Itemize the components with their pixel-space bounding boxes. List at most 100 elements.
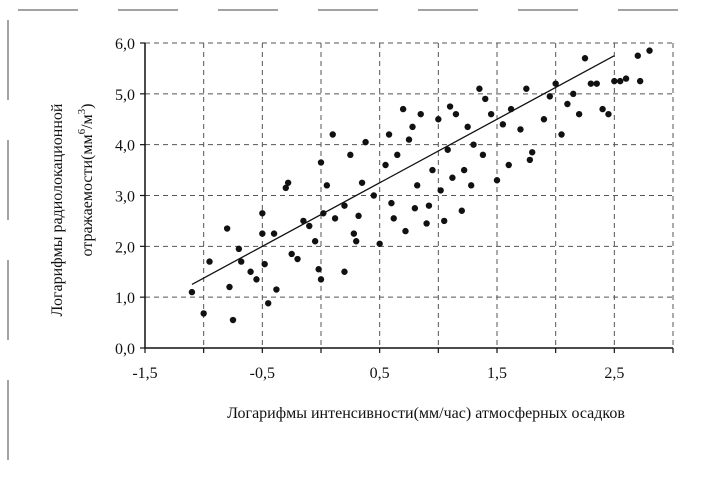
data-point [306, 222, 313, 230]
data-point [355, 212, 362, 220]
x-axis-title: Логарифмы интенсивности(мм/час) атмосфер… [227, 405, 625, 422]
data-point [581, 55, 589, 62]
data-point [622, 75, 630, 82]
data-point [288, 250, 295, 258]
data-point [617, 77, 624, 85]
data-point [206, 258, 213, 265]
data-point [317, 276, 325, 283]
data-point [575, 110, 583, 118]
data-point [311, 238, 319, 245]
data-point [405, 136, 413, 143]
y-axis-title-line2: отражаемости(мм6/м3) [76, 104, 96, 257]
data-point [329, 131, 336, 138]
data-point [399, 105, 407, 113]
data-point [499, 121, 507, 128]
data-point [411, 205, 419, 212]
data-point [358, 179, 366, 186]
data-point [282, 184, 289, 192]
page-frame [7, 9, 690, 490]
y-tick-label: 5,0 [115, 87, 135, 104]
data-point [605, 110, 612, 118]
data-point [552, 80, 559, 87]
x-tick-label: 2,5 [604, 365, 624, 382]
data-point [370, 192, 377, 199]
data-point [247, 268, 254, 275]
data-point [611, 77, 618, 85]
y-tick-label: 2,0 [115, 239, 135, 256]
data-point [188, 288, 196, 296]
data-point [482, 95, 489, 103]
data-point [253, 276, 260, 283]
data-point [317, 159, 325, 166]
data-point [636, 77, 644, 85]
grid [145, 42, 674, 348]
data-point [425, 202, 433, 209]
data-point [470, 141, 477, 148]
data-point [423, 220, 430, 227]
data-point [390, 215, 397, 222]
data-point [417, 110, 424, 118]
data-point [493, 177, 501, 184]
data-point [323, 182, 331, 189]
data-point [570, 90, 577, 98]
data-point [460, 166, 468, 174]
data-point [394, 151, 401, 159]
data-point [259, 230, 266, 237]
data-point [347, 151, 354, 159]
data-point [200, 310, 207, 317]
data-point [376, 240, 383, 247]
y-axis-title-part-b: /м [79, 114, 96, 129]
data-point [388, 199, 395, 207]
data-point [599, 105, 606, 113]
data-point [226, 283, 233, 291]
data-point [464, 123, 471, 131]
data-point [437, 187, 444, 194]
x-tick-label: -1,5 [132, 365, 157, 382]
axes [140, 42, 674, 353]
data-point [476, 85, 483, 92]
data-point [452, 110, 460, 118]
x-tick-label: 1,5 [487, 365, 507, 382]
data-point [265, 300, 272, 307]
data-point [270, 230, 278, 237]
y-tick-labels: 0,0 1,0 2,0 3,0 4,0 5,0 6,0 [115, 36, 135, 358]
data-point [564, 100, 571, 108]
data-point [382, 161, 389, 169]
trendline-line [191, 55, 615, 286]
data-point [284, 179, 292, 186]
data-point [414, 182, 421, 189]
data-point [479, 151, 487, 159]
data-point [315, 266, 322, 273]
x-tick-label: -0,5 [250, 365, 275, 382]
data-point [446, 103, 454, 110]
y-tick-label: 4,0 [115, 138, 135, 155]
data-point [409, 123, 416, 131]
data-point [341, 268, 348, 275]
data-point [331, 215, 339, 222]
data-point [546, 93, 553, 100]
data-point [526, 156, 534, 164]
data-point [385, 131, 393, 138]
data-point [517, 126, 524, 133]
data-point [341, 202, 348, 209]
y-tick-label: 3,0 [115, 189, 135, 206]
data-point [441, 217, 448, 225]
data-point [238, 258, 245, 265]
data-point [223, 225, 231, 232]
trendline [191, 55, 615, 286]
data-point [458, 207, 465, 214]
data-point [273, 286, 280, 293]
y-axis-title-line1: Логарифмы радиолокационной [49, 103, 66, 316]
data-point [229, 316, 237, 324]
data-point [634, 52, 641, 59]
x-tick-labels: -1,5 -0,5 0,5 1,5 2,5 [132, 365, 624, 382]
data-points [188, 47, 653, 324]
data-point [259, 210, 266, 217]
data-point [523, 85, 530, 92]
data-point [350, 230, 358, 237]
data-point [444, 146, 451, 153]
data-point [362, 138, 369, 146]
y-axis-title-sup-a: 6 [76, 128, 88, 134]
data-point [593, 80, 600, 87]
